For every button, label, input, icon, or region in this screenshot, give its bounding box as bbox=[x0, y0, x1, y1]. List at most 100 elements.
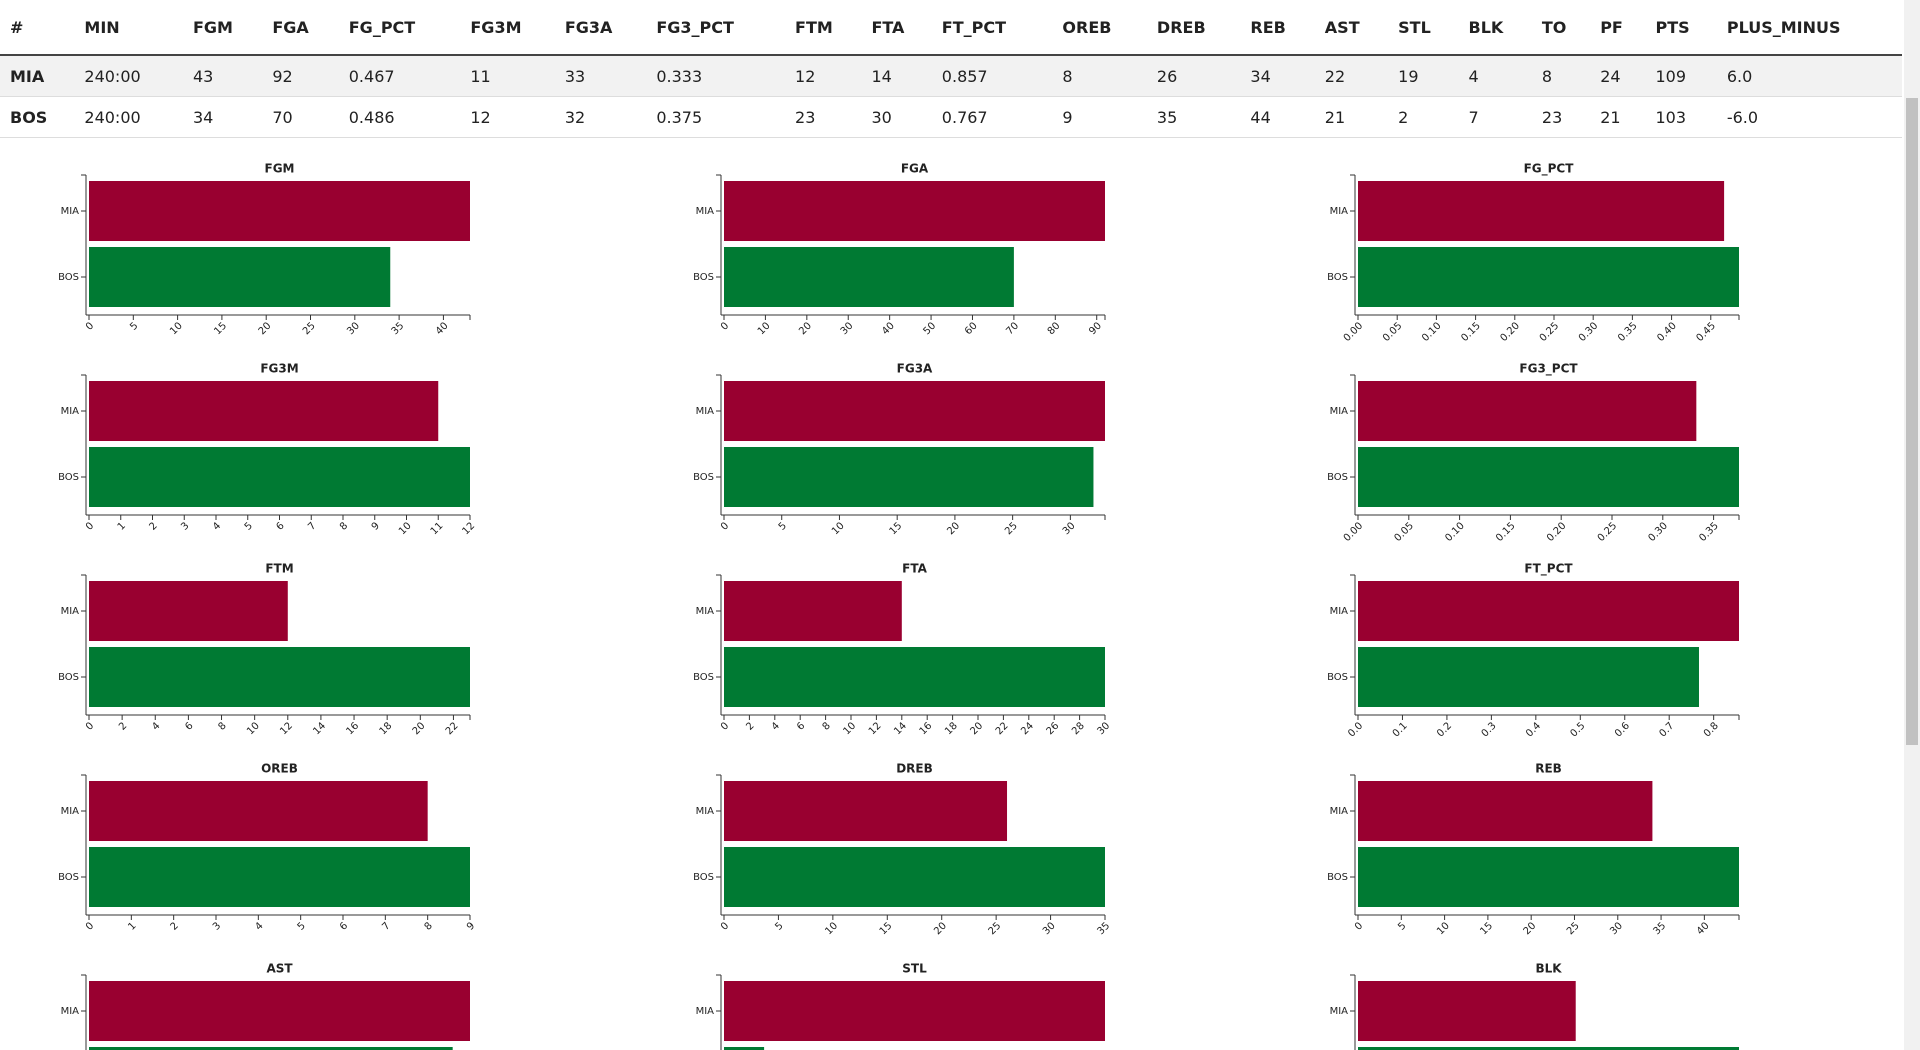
column-header[interactable]: REB bbox=[1240, 0, 1315, 56]
column-header[interactable]: PF bbox=[1590, 0, 1646, 56]
table-cell: 14 bbox=[861, 55, 932, 97]
column-header[interactable]: PTS bbox=[1645, 0, 1717, 56]
x-tick-label: 50 bbox=[922, 320, 939, 337]
x-tick-label: 20 bbox=[932, 920, 949, 937]
x-tick-label: 0 bbox=[719, 520, 731, 532]
column-header[interactable]: FGA bbox=[262, 0, 339, 56]
bar-chart: BLKMIABOS bbox=[1330, 962, 1739, 1050]
table-cell: 34 bbox=[1240, 55, 1315, 97]
x-tick-label: 0.15 bbox=[1494, 520, 1518, 544]
column-header[interactable]: FTM bbox=[785, 0, 862, 56]
x-tick-label: 40 bbox=[1695, 920, 1712, 937]
y-tick-label: BOS bbox=[693, 872, 714, 883]
y-tick-label: MIA bbox=[1330, 206, 1349, 217]
column-header[interactable]: AST bbox=[1314, 0, 1389, 56]
y-tick-label: MIA bbox=[696, 1006, 715, 1017]
x-tick-label: 0.5 bbox=[1569, 720, 1588, 739]
chart-title: FG3M bbox=[260, 362, 298, 376]
chart-title: BLK bbox=[1535, 962, 1562, 976]
x-tick-label: 40 bbox=[880, 320, 897, 337]
column-header[interactable]: DREB bbox=[1146, 0, 1241, 56]
x-tick-label: 3 bbox=[179, 520, 191, 532]
x-tick-label: 0 bbox=[1353, 920, 1365, 932]
chart-title: FGM bbox=[265, 162, 295, 176]
table-cell: 19 bbox=[1388, 55, 1459, 97]
x-tick-label: 20 bbox=[945, 520, 962, 537]
header-row: # MIN FGM FGA FG_PCT FG3M FG3A FG3_PCT FTM FTA FT_… bbox=[0, 0, 1902, 56]
x-tick-label: 10 bbox=[756, 320, 773, 337]
x-tick-label: 15 bbox=[212, 320, 229, 337]
x-tick-label: 0.35 bbox=[1616, 320, 1640, 344]
x-tick-label: 0 bbox=[719, 920, 731, 932]
column-header[interactable]: FG_PCT bbox=[338, 0, 461, 56]
column-header[interactable]: PLUS_MINUS bbox=[1716, 0, 1902, 56]
column-header[interactable]: MIN bbox=[74, 0, 183, 56]
bar bbox=[724, 181, 1105, 241]
table-cell: 33 bbox=[554, 55, 647, 97]
x-tick-label: 15 bbox=[1478, 920, 1495, 937]
column-header[interactable]: OREB bbox=[1052, 0, 1147, 56]
x-tick-label: 80 bbox=[1046, 320, 1063, 337]
y-tick-label: MIA bbox=[696, 806, 715, 817]
chart-title: FT_PCT bbox=[1524, 562, 1573, 577]
bar bbox=[89, 247, 391, 307]
x-tick-label: 0.7 bbox=[1657, 720, 1676, 739]
bar-chart: FG3_PCT MIA BOS 0.00 0.05 0.10 0.15 0.20 0.25 0.3… bbox=[1327, 362, 1740, 544]
x-tick-label: 0.20 bbox=[1499, 320, 1523, 344]
column-header[interactable]: FG3A bbox=[554, 0, 647, 56]
table-cell: 23 bbox=[1531, 96, 1591, 138]
scrollbar-thumb[interactable] bbox=[1906, 98, 1918, 745]
table-cell: 32 bbox=[554, 96, 647, 138]
table-cell: 4 bbox=[1458, 55, 1532, 97]
column-header[interactable]: TO bbox=[1531, 0, 1591, 56]
column-header[interactable]: FGM bbox=[182, 0, 263, 56]
x-tick-label: 0 bbox=[84, 920, 96, 932]
x-tick-label: 22 bbox=[444, 720, 461, 737]
x-tick-label: 25 bbox=[1003, 520, 1020, 537]
x-tick-label: 90 bbox=[1087, 320, 1104, 337]
x-tick-label: 12 bbox=[278, 720, 295, 737]
x-tick-label: 10 bbox=[245, 720, 262, 737]
x-tick-label: 35 bbox=[390, 320, 407, 337]
x-tick-label: 0.6 bbox=[1613, 720, 1632, 739]
bar bbox=[89, 447, 470, 507]
bar bbox=[724, 447, 1094, 507]
chart-title: FG3_PCT bbox=[1519, 362, 1578, 377]
x-tick-label: 30 bbox=[1608, 920, 1625, 937]
column-header[interactable]: FT_PCT bbox=[931, 0, 1053, 56]
table-cell: 109 bbox=[1645, 55, 1717, 97]
column-header[interactable]: STL bbox=[1388, 0, 1459, 56]
x-tick-label: 20 bbox=[257, 320, 274, 337]
x-tick-label: 10 bbox=[1435, 920, 1452, 937]
column-header[interactable]: FTA bbox=[861, 0, 932, 56]
chart-title: AST bbox=[266, 962, 293, 976]
column-header[interactable]: FG3_PCT bbox=[646, 0, 786, 56]
y-tick-label: BOS bbox=[1327, 872, 1348, 883]
column-header[interactable]: BLK bbox=[1458, 0, 1532, 56]
x-tick-label: 0.30 bbox=[1577, 320, 1601, 344]
x-tick-label: 0.0 bbox=[1346, 720, 1365, 739]
table-cell: 8 bbox=[1531, 55, 1591, 97]
table-cell: 2 bbox=[1388, 96, 1459, 138]
column-header[interactable]: # bbox=[0, 0, 75, 56]
row-label: MIA bbox=[0, 55, 75, 97]
table-cell: 240:00 bbox=[74, 96, 183, 138]
column-header[interactable]: FG3M bbox=[460, 0, 555, 56]
x-tick-label: 0.05 bbox=[1381, 320, 1405, 344]
y-tick-label: BOS bbox=[693, 672, 714, 683]
table-cell: -6.0 bbox=[1716, 96, 1902, 138]
x-tick-label: 0.30 bbox=[1647, 520, 1671, 544]
table-cell: 6.0 bbox=[1716, 55, 1902, 97]
x-tick-label: 30 bbox=[1095, 720, 1112, 737]
y-tick-label: BOS bbox=[58, 272, 79, 283]
x-tick-label: 12 bbox=[460, 520, 477, 537]
table-cell: 9 bbox=[1052, 96, 1147, 138]
bar bbox=[1358, 447, 1739, 507]
x-tick-label: 15 bbox=[888, 520, 905, 537]
bar bbox=[724, 247, 1014, 307]
x-tick-label: 1 bbox=[116, 520, 128, 532]
chart-title: FGA bbox=[901, 162, 929, 176]
chart-title: FG3A bbox=[897, 362, 933, 376]
bar bbox=[89, 181, 470, 241]
